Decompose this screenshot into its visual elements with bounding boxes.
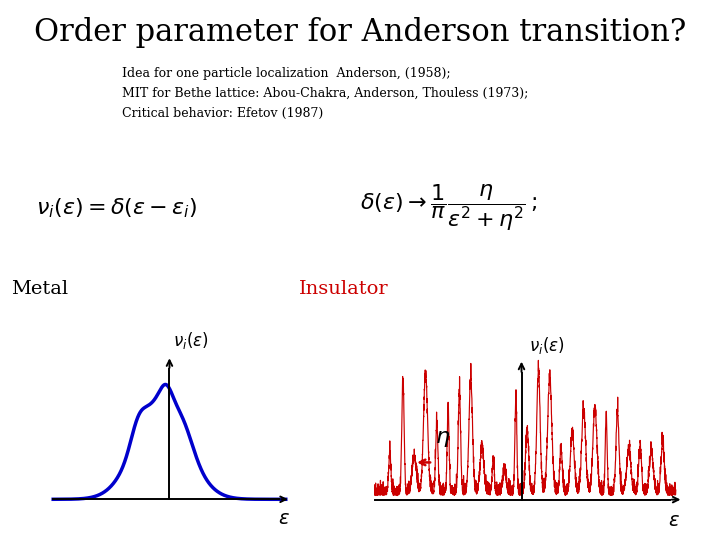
Text: Metal: Metal: [11, 280, 68, 298]
Text: Insulator: Insulator: [299, 280, 388, 298]
Text: $\nu_i(\epsilon)$: $\nu_i(\epsilon)$: [174, 330, 209, 351]
Text: $\nu_i(\epsilon)$: $\nu_i(\epsilon)$: [529, 335, 564, 356]
Text: Idea for one particle localization  Anderson, (1958);
MIT for Bethe lattice: Abo: Idea for one particle localization Ander…: [122, 68, 528, 119]
Text: $\epsilon$: $\epsilon$: [278, 510, 290, 528]
Text: $\delta(\epsilon) \rightarrow \dfrac{1}{\pi}\dfrac{\eta}{\epsilon^2 + \eta^2}\,;: $\delta(\epsilon) \rightarrow \dfrac{1}{…: [360, 183, 537, 233]
Text: $\nu_i(\epsilon) = \delta(\epsilon - \epsilon_i)$: $\nu_i(\epsilon) = \delta(\epsilon - \ep…: [36, 196, 197, 220]
Text: $\eta$: $\eta$: [435, 427, 450, 449]
Text: Order parameter for Anderson transition?: Order parameter for Anderson transition?: [34, 17, 686, 48]
Text: $\epsilon$: $\epsilon$: [668, 511, 680, 530]
